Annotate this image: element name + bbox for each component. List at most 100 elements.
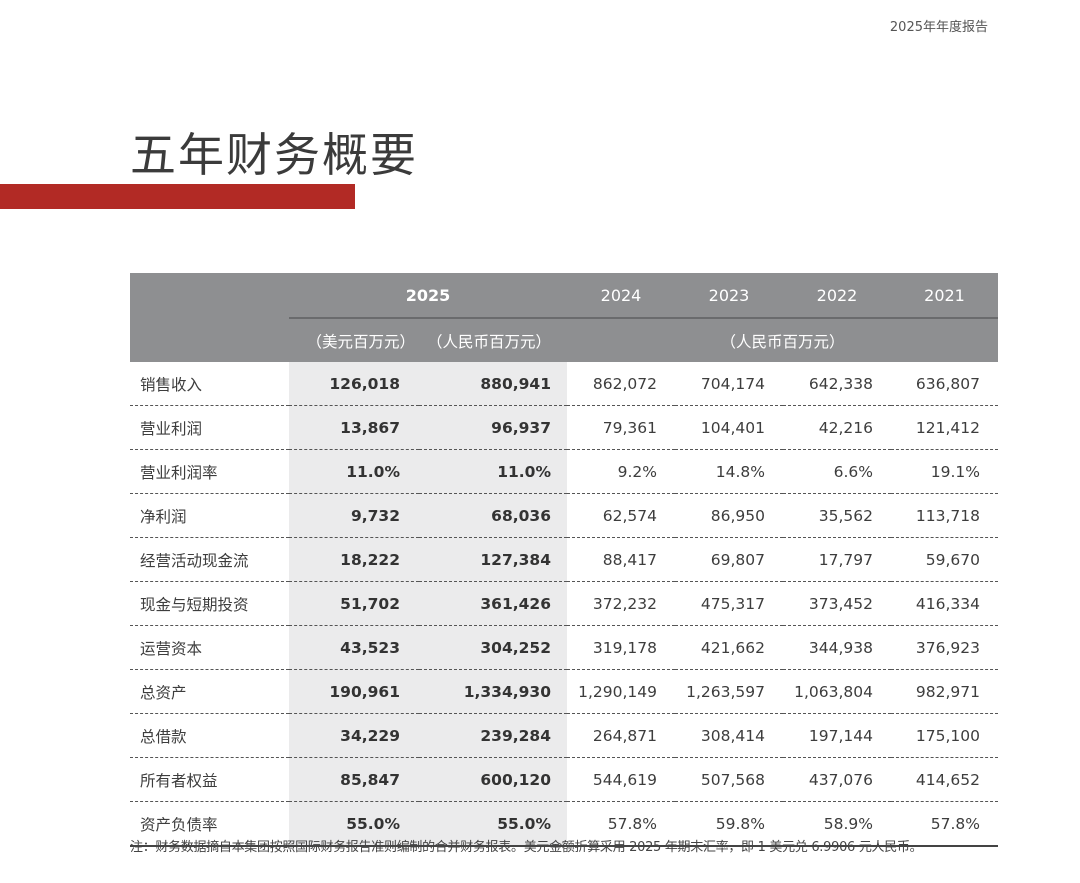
cell-2025-usd: 55.0% (289, 801, 419, 847)
cell-2025-usd: 126,018 (289, 362, 419, 406)
cell-2025-rmb: 11.0% (419, 449, 567, 494)
cell-2025-usd: 190,961 (289, 669, 419, 714)
cell-2021: 414,652 (891, 757, 998, 802)
cell-2023: 86,950 (675, 493, 783, 538)
table-row: 经营活动现金流 18,222 127,384 88,417 69,807 17,… (130, 537, 998, 582)
unit-rmb-history: （人民币百万元） (567, 318, 998, 362)
header-row-units: （美元百万元） （人民币百万元） （人民币百万元） (130, 318, 998, 362)
cell-2024: 9.2% (567, 449, 675, 494)
cell-2025-usd: 13,867 (289, 405, 419, 450)
cell-2022: 6.6% (783, 449, 891, 494)
cell-2021: 175,100 (891, 713, 998, 758)
header-corner-2 (130, 318, 289, 362)
cell-2023: 421,662 (675, 625, 783, 670)
cell-2025-usd: 18,222 (289, 537, 419, 582)
cell-2021: 19.1% (891, 449, 998, 494)
cell-2025-rmb: 304,252 (419, 625, 567, 670)
cell-2025-usd: 11.0% (289, 449, 419, 494)
row-label: 运营资本 (130, 625, 289, 670)
cell-2024: 264,871 (567, 713, 675, 758)
cell-2023: 104,401 (675, 405, 783, 450)
cell-2023: 704,174 (675, 362, 783, 406)
row-label: 营业利润 (130, 405, 289, 450)
page-title: 五年财务概要 (130, 127, 418, 182)
header-year-2024: 2024 (567, 273, 675, 319)
row-label: 总借款 (130, 713, 289, 758)
cell-2022: 373,452 (783, 581, 891, 626)
cell-2025-rmb: 55.0% (419, 801, 567, 847)
cell-2022: 1,063,804 (783, 669, 891, 714)
row-label: 现金与短期投资 (130, 581, 289, 626)
cell-2021: 121,412 (891, 405, 998, 450)
cell-2025-rmb: 68,036 (419, 493, 567, 538)
accent-bar (0, 184, 355, 209)
cell-2023: 59.8% (675, 801, 783, 847)
cell-2025-usd: 85,847 (289, 757, 419, 802)
cell-2024: 544,619 (567, 757, 675, 802)
table-row: 所有者权益 85,847 600,120 544,619 507,568 437… (130, 757, 998, 802)
table-row: 总借款 34,229 239,284 264,871 308,414 197,1… (130, 713, 998, 758)
cell-2021: 982,971 (891, 669, 998, 714)
cell-2021: 57.8% (891, 801, 998, 847)
cell-2024: 319,178 (567, 625, 675, 670)
cell-2024: 372,232 (567, 581, 675, 626)
header-row-years: 2025 2024 2023 2022 2021 (130, 273, 998, 319)
unit-rmb-2025: （人民币百万元） (419, 318, 567, 362)
table-row: 净利润 9,732 68,036 62,574 86,950 35,562 11… (130, 493, 998, 538)
cell-2021: 113,718 (891, 493, 998, 538)
cell-2023: 1,263,597 (675, 669, 783, 714)
cell-2023: 308,414 (675, 713, 783, 758)
cell-2022: 35,562 (783, 493, 891, 538)
cell-2022: 197,144 (783, 713, 891, 758)
cell-2022: 58.9% (783, 801, 891, 847)
table-row: 总资产 190,961 1,334,930 1,290,149 1,263,59… (130, 669, 998, 714)
row-label: 销售收入 (130, 362, 289, 406)
cell-2025-usd: 51,702 (289, 581, 419, 626)
cell-2024: 1,290,149 (567, 669, 675, 714)
report-label: 2025年年度报告 (889, 20, 988, 35)
header-year-2021: 2021 (891, 273, 998, 319)
cell-2025-usd: 43,523 (289, 625, 419, 670)
cell-2022: 344,938 (783, 625, 891, 670)
cell-2025-rmb: 361,426 (419, 581, 567, 626)
table-row: 资产负债率 55.0% 55.0% 57.8% 59.8% 58.9% 57.8… (130, 801, 998, 847)
table-body: 销售收入 126,018 880,941 862,072 704,174 642… (130, 362, 998, 847)
cell-2025-usd: 34,229 (289, 713, 419, 758)
row-label: 所有者权益 (130, 757, 289, 802)
cell-2025-rmb: 1,334,930 (419, 669, 567, 714)
unit-usd: （美元百万元） (289, 318, 419, 362)
cell-2021: 59,670 (891, 537, 998, 582)
row-label: 资产负债率 (130, 801, 289, 847)
cell-2025-rmb: 880,941 (419, 362, 567, 406)
row-label: 净利润 (130, 493, 289, 538)
header-corner (130, 273, 289, 318)
cell-2022: 437,076 (783, 757, 891, 802)
cell-2024: 57.8% (567, 801, 675, 847)
cell-2022: 17,797 (783, 537, 891, 582)
cell-2024: 862,072 (567, 362, 675, 406)
row-label: 营业利润率 (130, 449, 289, 494)
cell-2025-usd: 9,732 (289, 493, 419, 538)
table-row: 营业利润 13,867 96,937 79,361 104,401 42,216… (130, 405, 998, 450)
table-row: 运营资本 43,523 304,252 319,178 421,662 344,… (130, 625, 998, 670)
cell-2025-rmb: 127,384 (419, 537, 567, 582)
cell-2024: 62,574 (567, 493, 675, 538)
row-label: 总资产 (130, 669, 289, 714)
cell-2023: 507,568 (675, 757, 783, 802)
cell-2021: 376,923 (891, 625, 998, 670)
cell-2023: 69,807 (675, 537, 783, 582)
financial-summary-table: 2025 2024 2023 2022 2021 （美元百万元） （人民币百万元… (130, 273, 998, 847)
cell-2024: 79,361 (567, 405, 675, 450)
cell-2022: 42,216 (783, 405, 891, 450)
row-label: 经营活动现金流 (130, 537, 289, 582)
header-year-2022: 2022 (783, 273, 891, 319)
header-year-2023: 2023 (675, 273, 783, 319)
cell-2021: 636,807 (891, 362, 998, 406)
table-row: 销售收入 126,018 880,941 862,072 704,174 642… (130, 362, 998, 406)
header-year-2025: 2025 (289, 273, 567, 319)
table-row: 营业利润率 11.0% 11.0% 9.2% 14.8% 6.6% 19.1% (130, 449, 998, 494)
table-row: 现金与短期投资 51,702 361,426 372,232 475,317 3… (130, 581, 998, 626)
cell-2021: 416,334 (891, 581, 998, 626)
cell-2025-rmb: 239,284 (419, 713, 567, 758)
cell-2024: 88,417 (567, 537, 675, 582)
